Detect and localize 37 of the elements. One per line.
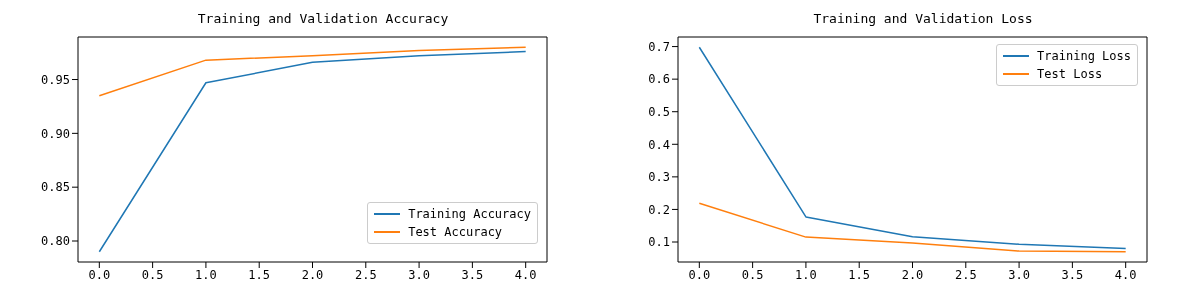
x-tick-label: 1.5	[848, 267, 871, 282]
y-tick-label: 0.1	[648, 235, 670, 250]
y-tick-label: 0.95	[41, 72, 70, 87]
line-series	[698, 202, 1127, 253]
legend-label: Test Loss	[1037, 66, 1103, 83]
legend-label: Test Accuracy	[408, 224, 503, 241]
x-tick-label: 0.0	[88, 267, 111, 282]
x-tick-label: 3.0	[1008, 267, 1030, 282]
x-tick-label: 3.5	[461, 267, 484, 282]
line-series	[98, 46, 527, 97]
y-tick-label: 0.4	[648, 137, 670, 152]
y-tick-label: 0.2	[648, 202, 670, 217]
y-tick-label: 0.85	[41, 180, 70, 195]
y-tick-label: 0.5	[648, 104, 670, 119]
y-tick-label: 0.7	[648, 39, 670, 54]
legend-label: Training Accuracy	[408, 206, 531, 223]
x-tick-label: 4.0	[1114, 267, 1137, 282]
x-tick-label: 2.0	[901, 267, 924, 282]
x-tick-label: 1.5	[248, 267, 271, 282]
x-tick-label: 3.0	[408, 267, 430, 282]
legend-label: Training Loss	[1037, 48, 1131, 65]
x-tick-label: 1.0	[795, 267, 817, 282]
x-tick-label: 3.5	[1061, 267, 1084, 282]
x-tick-label: 2.5	[954, 267, 977, 282]
y-tick-label: 0.6	[648, 72, 670, 87]
x-tick-label: 0.5	[741, 267, 764, 282]
y-tick-label: 0.3	[648, 170, 670, 185]
x-tick-label: 2.5	[354, 267, 377, 282]
chart-title: Training and Validation Accuracy	[196, 10, 450, 28]
x-tick-label: 0.5	[141, 267, 164, 282]
x-tick-label: 2.0	[301, 267, 324, 282]
x-tick-label: 0.0	[688, 267, 711, 282]
y-tick-label: 0.80	[41, 234, 70, 249]
y-tick-label: 0.90	[41, 126, 70, 141]
x-tick-label: 1.0	[195, 267, 217, 282]
chart-title: Training and Validation Loss	[812, 10, 1034, 28]
x-tick-label: 4.0	[514, 267, 537, 282]
